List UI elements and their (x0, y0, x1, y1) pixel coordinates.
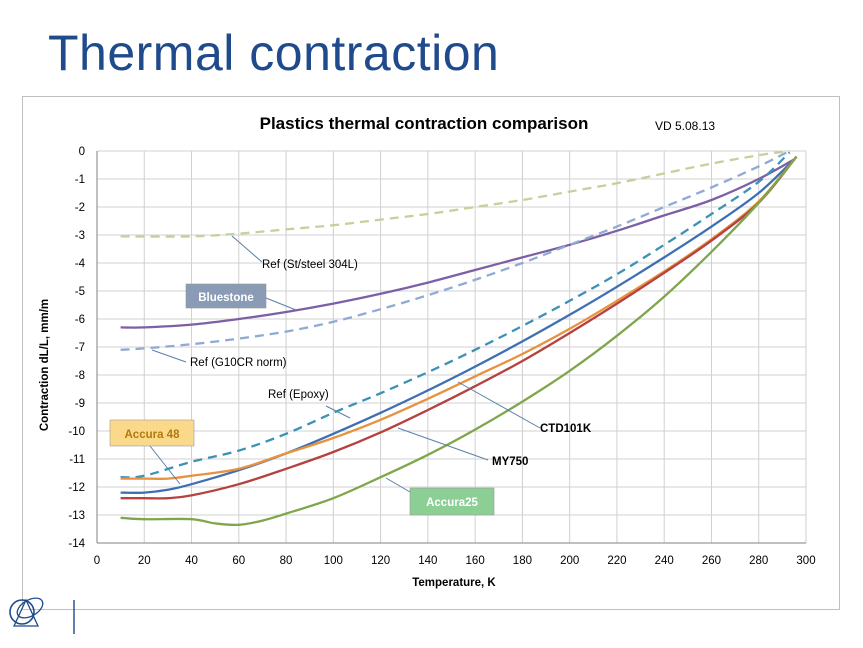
series-line-bluestone (120, 158, 795, 329)
x-tick-label: 120 (371, 555, 390, 567)
y-tick-label: 0 (79, 146, 85, 158)
x-tick-label: 220 (607, 555, 626, 567)
annotation-box-accura-48 (109, 419, 195, 447)
x-tick-label: 140 (418, 555, 437, 567)
x-tick-label: 100 (324, 555, 343, 567)
y-tick-label: -5 (75, 286, 85, 298)
y-tick-label: -6 (75, 314, 85, 326)
y-tick-label: -9 (75, 398, 85, 410)
y-tick-label: -10 (68, 426, 85, 438)
y-axis-title: Contraction dL/L, mm/m (39, 299, 51, 431)
y-tick-label: -2 (75, 202, 85, 214)
annotation-label-bluestone: Bluestone (198, 292, 254, 304)
series-line-ref-g10cr-norm (120, 149, 791, 351)
annotation-label-accura-48: Accura 48 (125, 429, 181, 441)
annotation-leader-accura25 (385, 477, 411, 493)
x-tick-label: 20 (138, 555, 151, 567)
annotation-box-accura25 (409, 487, 495, 516)
x-tick-label: 60 (232, 555, 245, 567)
annotation-label-ref-st-steel-304l: Ref (St/steel 304L) (262, 259, 358, 271)
annotation-box-bluestone (185, 283, 267, 309)
x-tick-label: 0 (94, 555, 100, 567)
chart-axes: 0 -1 -2 -3 -4 -5 -6 -7 -8 -9 -10 -11 -12 -13 -14 0 20 40 6… (68, 146, 815, 567)
series-line-my750 (120, 155, 798, 500)
x-tick-label: 280 (749, 555, 768, 567)
annotation-label-accura25: Accura25 (426, 497, 478, 509)
annotation-leader-bluestone (265, 297, 297, 311)
x-tick-label: 160 (466, 555, 485, 567)
series-line-ref-st-steel-304l (120, 149, 790, 238)
y-tick-label: -4 (75, 258, 86, 270)
x-tick-label: 180 (513, 555, 532, 567)
annotation-leader-ref-epoxy (325, 405, 351, 419)
y-tick-label: -13 (68, 510, 85, 522)
y-tick-label: -11 (69, 454, 85, 466)
chart-series (120, 149, 798, 527)
x-tick-label: 300 (796, 555, 815, 567)
x-tick-label: 80 (280, 555, 293, 567)
y-tick-label: -14 (68, 538, 85, 550)
chart-frame (22, 96, 840, 610)
y-tick-label: -1 (75, 174, 85, 186)
chart-subtitle: VD 5.08.13 (655, 119, 715, 133)
annotation-leader-my750 (397, 427, 489, 461)
x-tick-label: 200 (560, 555, 579, 567)
x-tick-label: 40 (185, 555, 198, 567)
series-line-ctd101k (120, 158, 795, 494)
annotation-leader-accura-48 (149, 445, 181, 485)
y-tick-label: -7 (75, 342, 85, 354)
x-axis-title: Temperature, K (412, 577, 496, 589)
chart-title: Plastics thermal contraction comparison (260, 114, 589, 133)
y-tick-label: -3 (75, 230, 85, 242)
y-tick-label: -8 (75, 370, 85, 382)
x-tick-label: 260 (702, 555, 721, 567)
annotation-label-ref-g10cr-norm: Ref (G10CR norm) (190, 357, 287, 369)
annotation-leader-ref-g10cr-norm (151, 349, 187, 363)
logo-icon (9, 597, 75, 634)
annotation-leader-ctd101k (457, 381, 541, 429)
annotation-label-ref-epoxy: Ref (Epoxy) (268, 389, 329, 401)
annotation-label-my750: MY750 (492, 456, 528, 468)
chart-annotations: Ref (St/steel 304L) Bluestone Ref (G10CR n… (109, 235, 592, 516)
slide-title: Thermal contraction (48, 25, 500, 81)
annotation-label-ctd101k: CTD101K (540, 423, 592, 435)
y-tick-label: -12 (68, 482, 85, 494)
series-line-accura25 (120, 155, 798, 527)
x-tick-label: 240 (655, 555, 674, 567)
annotation-leader-ref-st-steel-304l (231, 235, 263, 263)
series-line-ref-epoxy (120, 151, 791, 479)
